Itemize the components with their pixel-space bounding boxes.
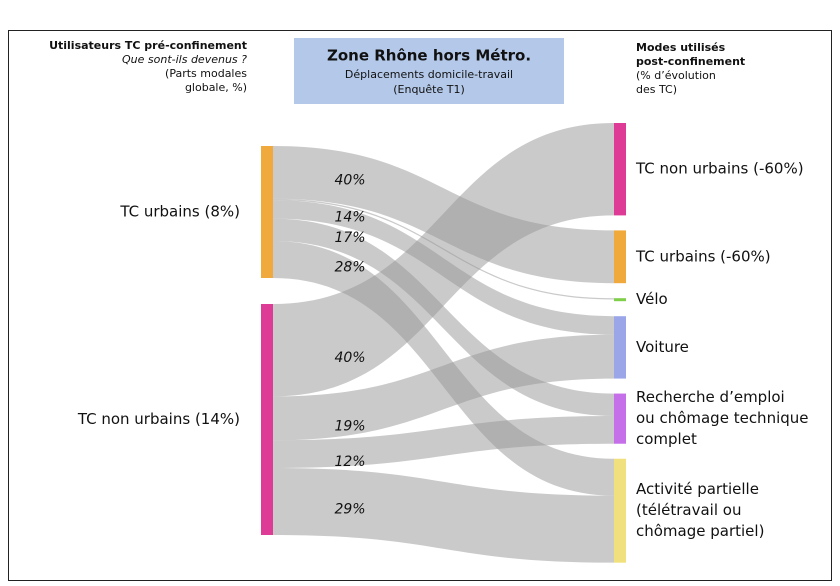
right-header: Modes utilisés <box>636 41 726 54</box>
flow <box>273 416 614 469</box>
target-node <box>614 123 626 216</box>
flow-label: 14% <box>334 209 365 225</box>
right-header: (% d’évolution <box>636 69 716 82</box>
source-label: TC urbains (8%) <box>119 203 240 221</box>
flow-label: 28% <box>334 260 365 276</box>
frame <box>8 30 832 581</box>
target-label: Voiture <box>636 338 689 356</box>
subtitle: Déplacements domicile-travail <box>345 68 513 81</box>
target-label: complet <box>636 430 697 448</box>
flow <box>273 218 614 417</box>
flow <box>273 123 614 397</box>
target-label: (télétravail ou <box>636 501 741 519</box>
target-label: ou chômage technique <box>636 409 809 427</box>
target-node <box>614 458 626 563</box>
target-label: TC urbains (-60%) <box>635 247 771 265</box>
flow-label: 19% <box>334 418 365 434</box>
title: Zone Rhône hors Métro. <box>327 47 531 65</box>
right-header: post-confinement <box>636 55 745 68</box>
left-header: (Parts modales <box>165 67 247 80</box>
flow-label: 40% <box>334 350 365 366</box>
target-label: Activité partielle <box>636 480 759 498</box>
source-node <box>261 304 273 535</box>
flows <box>273 123 614 563</box>
target-label: chômage partiel) <box>636 522 764 540</box>
target-node <box>614 393 626 444</box>
target-node <box>614 316 626 379</box>
flow <box>273 334 614 441</box>
flow-label: 17% <box>334 230 365 246</box>
left-header: Que sont-ils devenus ? <box>122 53 247 66</box>
source-node <box>261 146 273 278</box>
target-node <box>614 298 626 302</box>
flow-label: 12% <box>334 454 365 470</box>
right-header: des TC) <box>636 83 677 96</box>
title-box <box>294 38 564 104</box>
source-label: TC non urbains (14%) <box>77 410 240 428</box>
flow <box>273 468 614 563</box>
target-label: TC non urbains (-60%) <box>635 160 804 178</box>
left-header: Utilisateurs TC pré-confinement <box>49 39 247 52</box>
flow-label: 40% <box>334 172 365 188</box>
flow-label: 29% <box>334 502 365 518</box>
left-header: globale, %) <box>185 81 247 94</box>
target-label: Recherche d’emploi <box>636 388 785 406</box>
nodes <box>261 123 626 563</box>
subtitle: (Enquête T1) <box>393 83 465 96</box>
target-label: Vélo <box>636 290 668 308</box>
target-node <box>614 230 626 284</box>
